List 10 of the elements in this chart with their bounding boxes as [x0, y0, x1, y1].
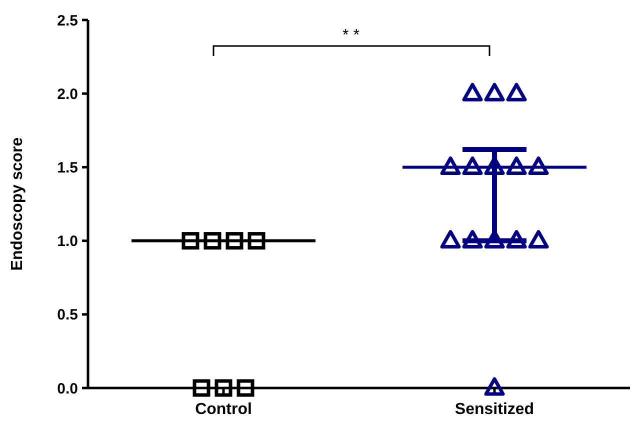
- y-tick-label: 0.0: [57, 380, 78, 398]
- annotation: * *: [342, 27, 360, 44]
- y-tick-label: 2.5: [57, 12, 78, 30]
- y-tick-label: 0.5: [57, 306, 78, 324]
- x-tick-label: Control: [195, 401, 252, 418]
- y-tick-label: 1.0: [57, 233, 78, 250]
- x-tick-label: Sensitized: [454, 401, 534, 418]
- y-tick-label: 2.0: [57, 86, 78, 103]
- y-tick-label: 1.5: [57, 159, 78, 176]
- y-axis-title: Endoscopy score: [9, 137, 26, 271]
